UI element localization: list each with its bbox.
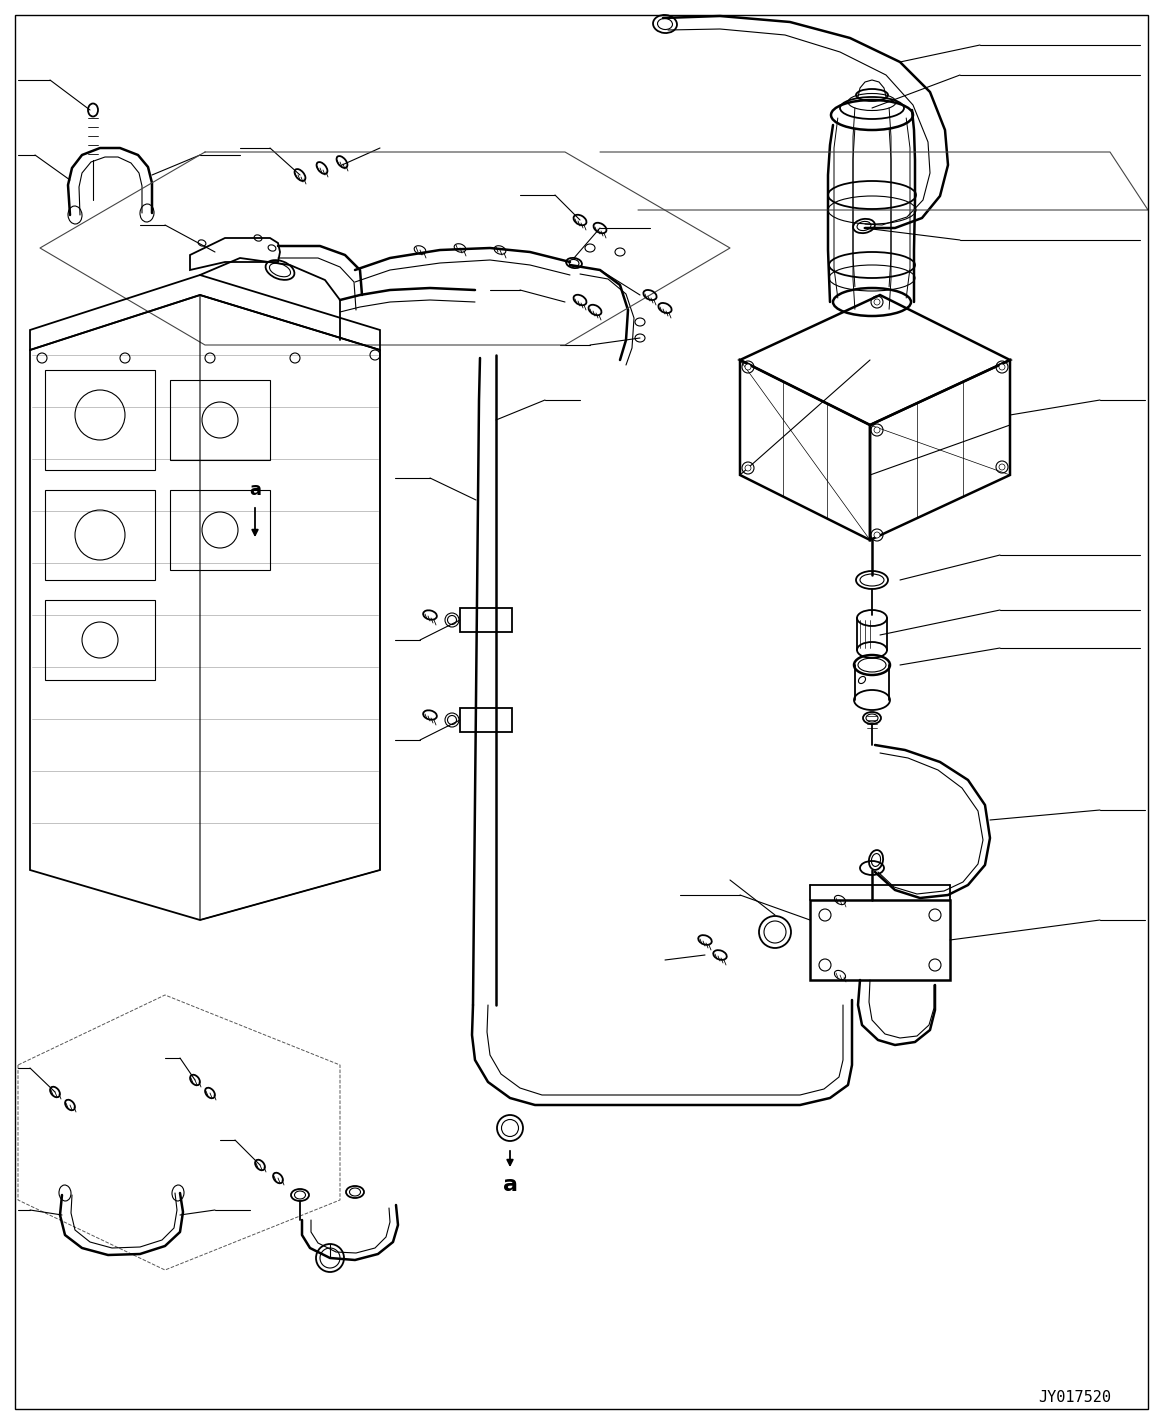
Circle shape <box>875 299 880 305</box>
Bar <box>45 490 155 580</box>
Bar <box>45 600 155 681</box>
Circle shape <box>875 533 880 538</box>
Circle shape <box>745 365 751 370</box>
Circle shape <box>875 427 880 433</box>
Circle shape <box>999 464 1005 470</box>
Bar <box>170 380 270 460</box>
Text: a: a <box>249 481 261 498</box>
Bar <box>170 490 270 570</box>
Text: JY017520: JY017520 <box>1039 1390 1112 1405</box>
Circle shape <box>999 365 1005 370</box>
Bar <box>45 370 155 470</box>
Circle shape <box>745 466 751 471</box>
Text: a: a <box>502 1175 518 1195</box>
